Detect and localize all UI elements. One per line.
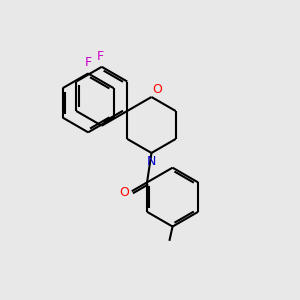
Text: O: O — [152, 82, 162, 95]
Text: N: N — [147, 155, 156, 168]
Text: F: F — [97, 50, 104, 63]
Text: F: F — [85, 56, 92, 69]
Text: O: O — [119, 186, 129, 199]
